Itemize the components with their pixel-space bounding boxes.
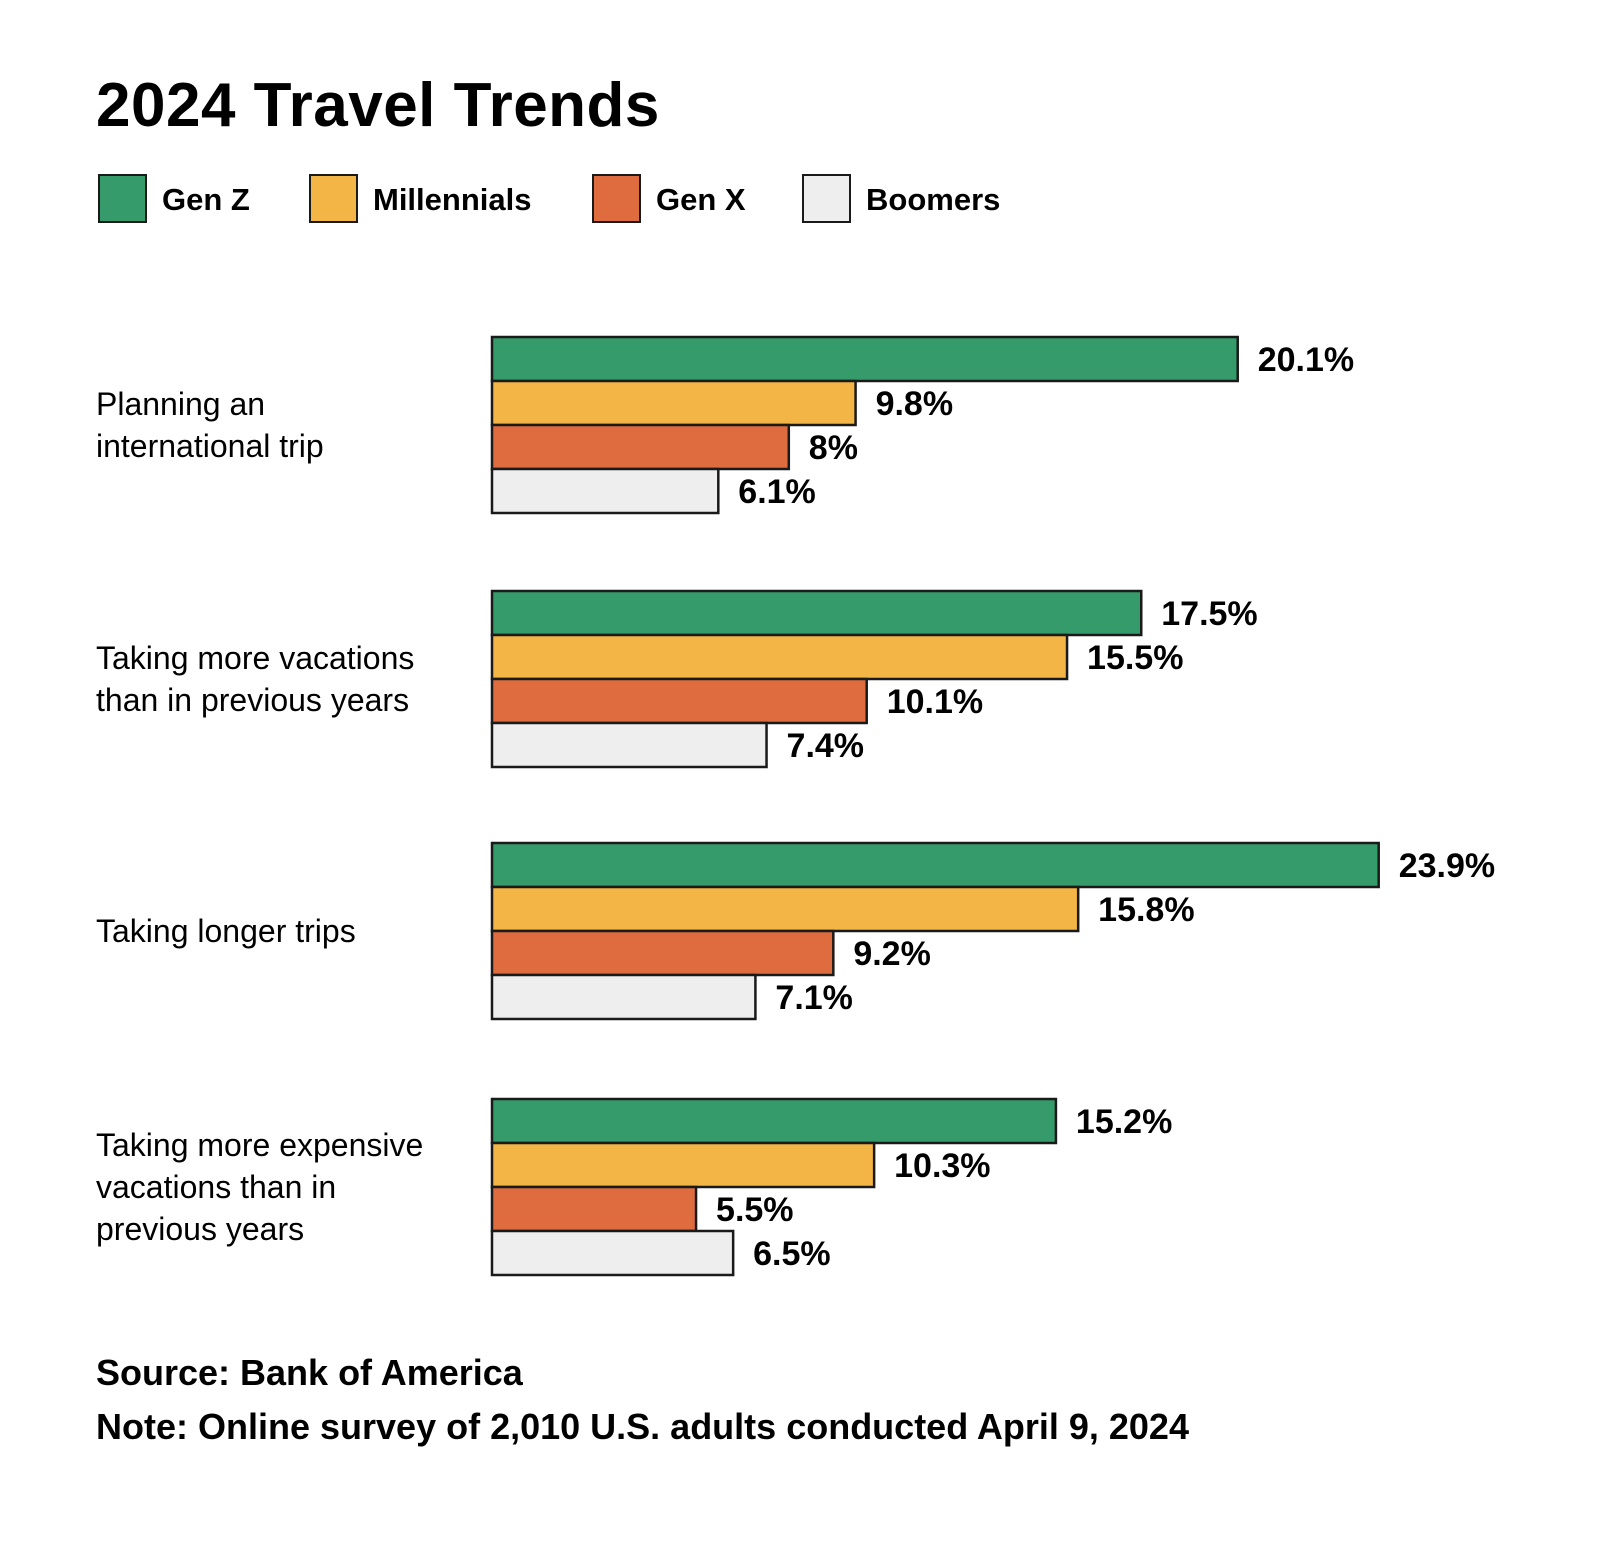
value-label-gen-z-1: 20.1%	[1258, 341, 1354, 379]
category-label-line: Taking more expensive	[96, 1127, 423, 1163]
category-label-line: Taking longer trips	[96, 913, 356, 949]
chart-title: 2024 Travel Trends	[96, 71, 660, 140]
value-label-millennials-4: 10.3%	[894, 1147, 990, 1185]
value-label-boomers-2: 7.4%	[787, 727, 865, 765]
legend-swatch-boomers	[802, 174, 851, 223]
value-label-gen-x-3: 9.2%	[853, 935, 931, 973]
value-label-boomers-3: 7.1%	[775, 979, 853, 1017]
bar-gen-x-2	[490, 677, 868, 725]
value-label-millennials-2: 15.5%	[1087, 639, 1183, 677]
legend-swatch-gen-x	[592, 174, 641, 223]
bar-gen-x-3	[490, 929, 835, 977]
bar-millennials-3	[490, 885, 1080, 933]
category-label-4: Taking more expensive vacations than in pr…	[96, 1127, 423, 1247]
footer: Source: Bank of America Note: Online sur…	[96, 1346, 1189, 1454]
legend-label-gen-z: Gen Z	[162, 182, 250, 217]
category-label-line: Planning an	[96, 386, 265, 422]
legend-swatch-millennials	[309, 174, 358, 223]
value-label-gen-z-2: 17.5%	[1161, 595, 1257, 633]
category-label-line: Taking more vacations	[96, 640, 414, 676]
bar-millennials-1	[490, 379, 857, 427]
category-label-3: Taking longer trips	[96, 913, 356, 949]
bar-millennials-4	[490, 1141, 876, 1189]
category-label-line: than in previous years	[96, 682, 409, 718]
category-label-1: Planning an international trip	[96, 386, 324, 464]
value-label-boomers-4: 6.5%	[753, 1235, 831, 1273]
bar-boomers-3	[490, 973, 757, 1021]
source-note: Source: Bank of America	[96, 1352, 523, 1393]
value-label-gen-z-4: 15.2%	[1076, 1103, 1172, 1141]
bar-gen-x-1	[490, 423, 791, 471]
bar-boomers-2	[490, 721, 768, 769]
value-label-boomers-1: 6.1%	[738, 473, 816, 511]
bar-gen-z-4	[490, 1097, 1058, 1145]
value-label-millennials-3: 15.8%	[1098, 891, 1194, 929]
legend-label-boomers: Boomers	[866, 182, 1001, 217]
value-label-millennials-1: 9.8%	[876, 385, 954, 423]
category-label-line: previous years	[96, 1211, 304, 1247]
value-label-gen-x-2: 10.1%	[887, 683, 983, 721]
bar-gen-x-4	[490, 1185, 698, 1233]
category-label-line: vacations than in	[96, 1169, 336, 1205]
bar-boomers-1	[490, 467, 720, 515]
value-label-gen-x-1: 8%	[809, 429, 858, 467]
legend-swatch-gen-z	[98, 174, 147, 223]
category-label-line: international trip	[96, 428, 324, 464]
bar-gen-z-2	[490, 589, 1143, 637]
value-label-gen-z-3: 23.9%	[1399, 847, 1495, 885]
bar-chart: Planning an international trip 20.1% 9.8% 8%…	[96, 335, 1495, 1277]
legend-label-millennials: Millennials	[373, 182, 532, 217]
bar-millennials-2	[490, 633, 1069, 681]
bar-boomers-4	[490, 1229, 735, 1277]
bar-gen-z-3	[490, 841, 1380, 889]
survey-note: Note: Online survey of 2,010 U.S. adults…	[96, 1406, 1189, 1447]
bar-gen-z-1	[490, 335, 1239, 383]
category-label-2: Taking more vacations than in previous ye…	[96, 640, 414, 718]
legend-label-gen-x: Gen X	[656, 182, 746, 217]
value-label-gen-x-4: 5.5%	[716, 1191, 794, 1229]
